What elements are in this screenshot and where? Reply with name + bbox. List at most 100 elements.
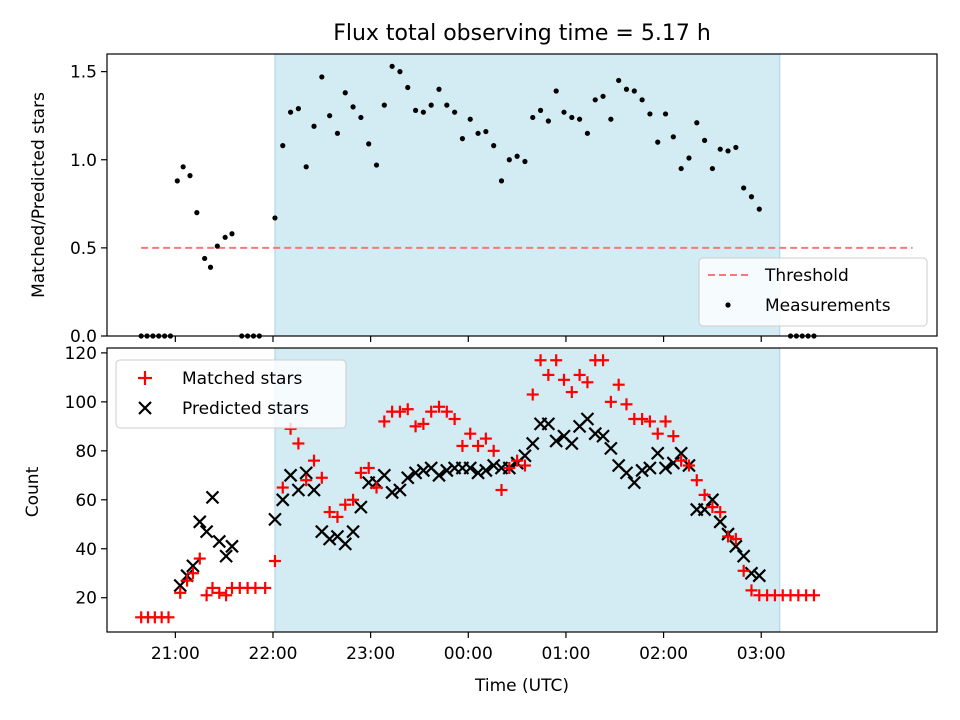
bottom-y-tick-label: 20 [75,589,97,609]
predicted-star-point [643,461,657,475]
measurement-point [358,114,364,121]
x-tick-label: 23:00 [346,644,395,664]
chart-title: Flux total observing time = 5.17 h [333,21,711,46]
matched-star-point [526,388,539,401]
measurement-point [748,194,755,200]
predicted-star-point [205,490,220,505]
legend-predicted-swatch [138,401,152,415]
measurement-point [733,144,739,151]
measurement-point [694,120,700,126]
matched-star-point [331,510,344,523]
matched-star-point [557,373,570,386]
measurement-point [280,143,286,149]
matched-star-point [706,501,719,514]
measurement-point [475,130,481,136]
predicted-star-point [408,466,423,480]
top-legend-box [698,257,928,327]
measurement-point [229,231,235,237]
matched-star-point [643,415,656,428]
matched-star-point [393,405,406,418]
matched-star-point [300,474,313,487]
matched-star-point [409,420,422,433]
matched-star-point [186,567,199,580]
matched-star-point [323,506,336,519]
measurement-point [420,109,426,115]
predicted-star-point [713,515,728,529]
measurement-point [303,164,309,170]
matched-star-point [550,354,563,367]
measurement-point [319,74,325,80]
measurement-point [222,234,228,240]
matched-star-point [354,466,367,479]
matched-star-point [193,552,206,565]
matched-star-point [315,471,328,484]
bottom-y-tick-label: 100 [65,393,97,413]
matched-star-point [807,589,820,602]
legend-matched-swatch [138,371,152,385]
measurement-point [327,113,333,119]
matched-star-point [495,484,508,496]
matched-star-point [534,354,547,367]
matched-star-point [612,378,625,391]
matched-star-point [604,395,617,408]
matched-star-point [682,459,695,472]
matched-star-point [181,574,194,587]
matched-star-point [518,459,531,472]
measurement-point [670,134,676,140]
matched-star-point [417,417,430,430]
top-y-tick-label: 1.0 [70,151,97,171]
predicted-star-point [440,463,454,478]
predicted-star-point [588,426,603,441]
measurement-point [491,143,497,149]
matched-star-point [401,403,414,416]
top-y-tick-label: 0.5 [70,239,97,259]
predicted-star-point [283,468,298,483]
matched-star-point [698,488,711,501]
predicted-star-point [541,417,556,431]
matched-star-point [339,498,352,511]
measurement-point [483,128,489,135]
predicted-star-point [635,463,649,478]
measurement-point [686,155,692,161]
matched-star-point [581,376,594,389]
matched-star-point [456,439,469,452]
legend-measurements-label: Measurements [765,296,891,316]
predicted-star-point [565,436,579,451]
matched-star-point [573,368,586,381]
predicted-star-point [212,534,227,549]
predicted-star-point [385,485,399,500]
predicted-star-point [432,468,446,483]
matched-star-point [511,454,524,467]
measurement-point [295,106,301,112]
predicted-star-point [299,466,313,480]
matched-star-point [206,581,219,594]
bottom-y-tick-label: 60 [75,491,97,511]
bottom-panel: 20 40 60 80 100 120 21:00 22:00 23:00 00:00 01:00… [23,344,938,696]
matched-star-point [542,368,555,381]
predicted-star-point [596,429,610,443]
matched-star-point [722,530,735,543]
measurement-point [405,84,411,91]
predicted-star-point [736,549,751,563]
predicted-star-point [416,463,431,478]
predicted-star-point [744,566,759,581]
predicted-star-point [322,532,337,546]
matched-star-point [268,555,281,567]
measurement-point [608,116,614,122]
predicted-star-point [479,463,493,478]
predicted-star-point [307,483,321,497]
measurement-point [444,102,450,108]
predicted-star-point [580,412,595,426]
matched-star-point [487,444,500,457]
predicted-star-point [729,539,743,554]
bottom-y-axis-label: Count [23,466,43,517]
measurement-point [639,97,645,103]
predicted-star-point [658,461,673,475]
matched-star-point [636,413,649,425]
matched-star-point [729,532,742,545]
measurement-point [678,165,684,172]
predicted-star-point [471,466,485,480]
matched-star-point [479,432,492,445]
matched-star-point [425,405,438,418]
